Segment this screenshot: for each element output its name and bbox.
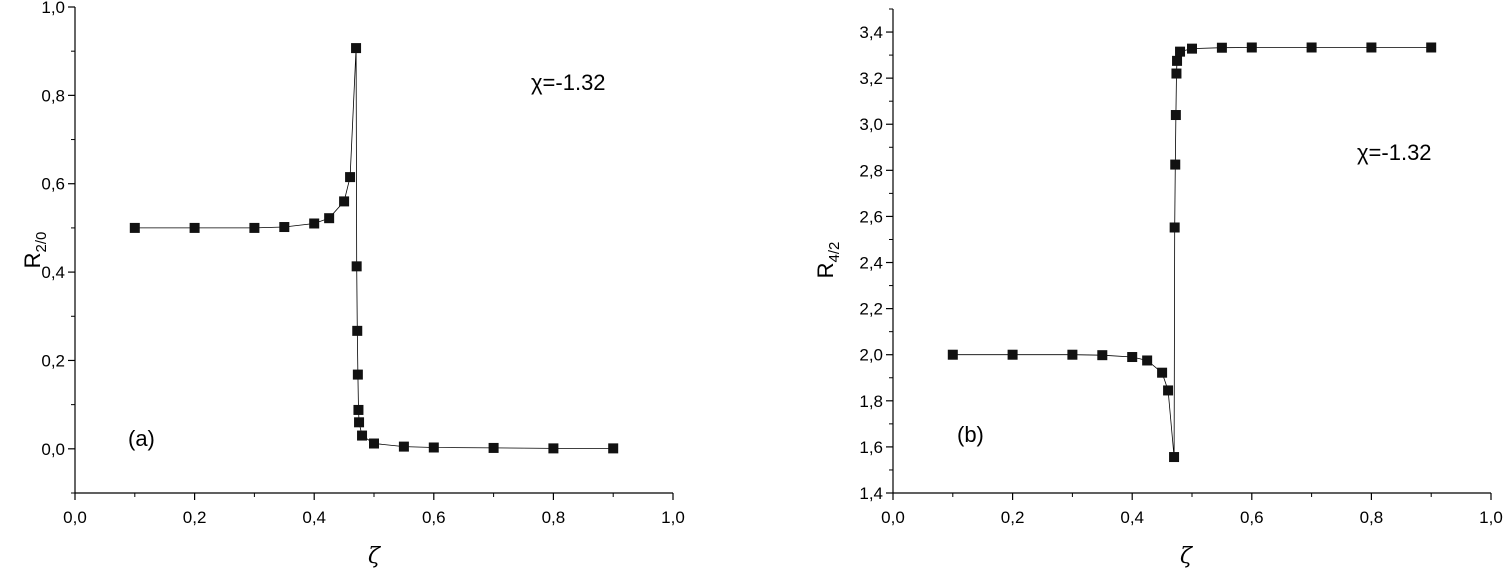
panel-b-tick-labels: 0,0 0,2 0,4 0,6 0,8 1,0 1,4 1,6 1,8 2,0 2,2 2,4 2,6 2… [859,23,1502,527]
panel-b-data-point [1187,43,1197,54]
panel-b-data-point [1172,55,1183,66]
panel-a-y-tick-label: 0,8 [41,86,65,105]
panel-a-data-point [249,222,260,233]
panel-b-x-tick-label: 1,0 [1479,508,1503,527]
panel-b-x-tick-label: 0,4 [1120,508,1144,527]
panel-b-x-tick-label: 0,6 [1240,508,1264,527]
panel-b-x-axis-title: ζ [1180,544,1194,569]
panel-a-data-point [369,438,379,449]
panel-b-y-tick-label: 3,0 [859,115,883,134]
panel-b-y-tick-label: 2,6 [859,207,883,226]
panel-b-y-axis-sub: 4/2 [826,242,843,263]
panel-a-data-point [357,430,368,441]
panel-b-series-line [952,47,1432,458]
panel-b-data-point [1169,452,1180,463]
panel-a-ticks [68,6,674,500]
panel-a-x-tick-label: 0,8 [542,508,566,527]
panel-b-data-point [1007,349,1018,360]
panel-b-data-point [1142,355,1153,366]
panel-b-x-tick-label: 0,0 [881,508,905,527]
panel-a-x-tick-label: 0,6 [422,508,446,527]
panel-a-x-tick-label: 0,0 [63,508,87,527]
panel-b-data-point [1366,42,1377,53]
panel-b-ticks [886,8,1492,500]
panel-b-data-point [1097,350,1108,361]
panel-a-data-point [488,442,499,453]
panel-a-data-point [398,441,409,452]
panel-a-data-point [309,218,320,229]
panel-a-data-point [339,196,350,207]
panel-a-data-point [353,404,364,415]
panel-b-data-point [1170,110,1181,121]
panel-a-label: (a) [128,426,155,451]
panel-a: 0,0 0,2 0,4 0,6 0,8 1,0 0,0 0,2 0,4 0,6 0,8 1,0 ζ R… [20,0,685,569]
panel-b-y-tick-label: 1,6 [859,438,883,457]
panel-a-x-axis-title: ζ [368,544,382,569]
panel-a-y-tick-label: 1,0 [41,0,65,17]
panel-a-data-point [324,213,335,224]
panel-b-annotation: χ=-1.32 [1357,140,1432,165]
panel-b-x-tick-label: 0,8 [1360,508,1384,527]
panel-b-x-tick-label: 0,2 [1001,508,1025,527]
panel-a-x-tick-label: 0,2 [183,508,207,527]
panel-a-data-point [345,172,356,183]
panel-a-y-axis-title: R2/0 [20,232,50,269]
panel-b: 0,0 0,2 0,4 0,6 0,8 1,0 1,4 1,6 1,8 2,0 2,2 2,4 2,6 2… [813,8,1503,569]
panel-b-data-point [1067,349,1078,360]
panel-b-data-point [1246,42,1257,53]
panel-b-y-tick-label: 3,2 [859,69,883,88]
panel-a-annotation: χ=-1.32 [531,70,606,95]
panel-a-data-point [608,443,619,454]
panel-a-data-point [189,222,200,233]
panel-a-data-point [129,222,140,233]
panel-b-data-point [1127,352,1138,363]
panel-a-data-point [351,261,362,272]
panel-a-tick-labels: 0,0 0,2 0,4 0,6 0,8 1,0 0,0 0,2 0,4 0,6 0,8 1,0 [41,0,684,527]
panel-b-y-axis-main: R [813,262,838,278]
panel-a-y-tick-label: 0,4 [41,263,65,282]
panel-b-y-tick-label: 2,0 [859,346,883,365]
panel-a-series-line [134,48,614,449]
panel-a-markers [129,43,619,454]
panel-a-x-tick-label: 0,4 [302,508,326,527]
panel-b-y-tick-label: 2,8 [859,161,883,180]
panel-a-data-point [279,222,290,233]
panel-b-data-point [1216,42,1227,53]
panel-a-y-axis-sub: 2/0 [33,232,50,253]
panel-b-y-tick-label: 2,4 [859,254,883,273]
panel-b-y-axis-title: R4/2 [813,242,843,279]
panel-b-markers [947,42,1437,463]
panel-b-label: (b) [957,422,984,447]
panel-b-data-point [1426,42,1437,53]
panel-b-y-tick-label: 2,2 [859,300,883,319]
panel-a-data-point [428,442,439,453]
panel-a-data-point [548,443,559,454]
panel-b-data-point [1163,385,1174,396]
panel-b-data-point [1170,159,1181,170]
panel-b-data-point [1169,222,1180,233]
panel-a-data-point [354,417,365,428]
panel-b-data-point [1306,42,1317,53]
panel-b-data-point [947,349,958,360]
panel-a-x-tick-label: 1,0 [661,508,685,527]
panel-b-y-tick-label: 1,8 [859,392,883,411]
panel-a-y-tick-label: 0,2 [41,351,65,370]
panel-a-y-axis-main: R [20,252,45,268]
panel-a-y-tick-label: 0,0 [41,440,65,459]
panel-b-data-point [1157,367,1168,378]
panel-a-data-point [352,325,363,336]
panel-a-data-point [352,369,363,380]
panel-b-y-tick-label: 1,4 [859,484,883,503]
panel-a-y-tick-label: 0,6 [41,175,65,194]
panel-b-data-point [1171,68,1182,79]
panel-a-data-point [351,43,362,54]
panel-b-y-tick-label: 3,4 [859,23,883,42]
panel-b-data-point [1175,46,1186,57]
